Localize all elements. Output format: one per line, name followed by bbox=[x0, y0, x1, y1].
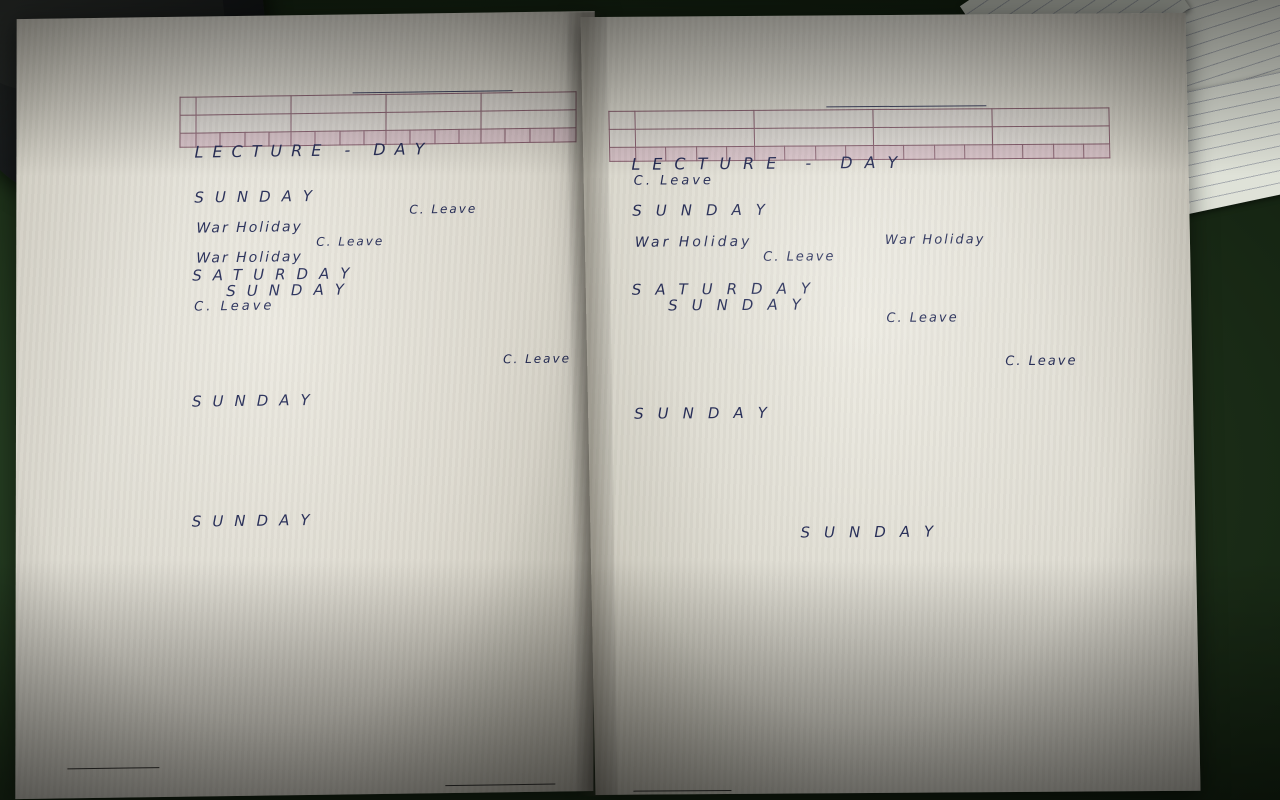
scene-shadow bbox=[0, 0, 1280, 800]
photograph-scene: LECTURE - DAY SUNDAY War Holiday War Hol… bbox=[0, 0, 1280, 800]
